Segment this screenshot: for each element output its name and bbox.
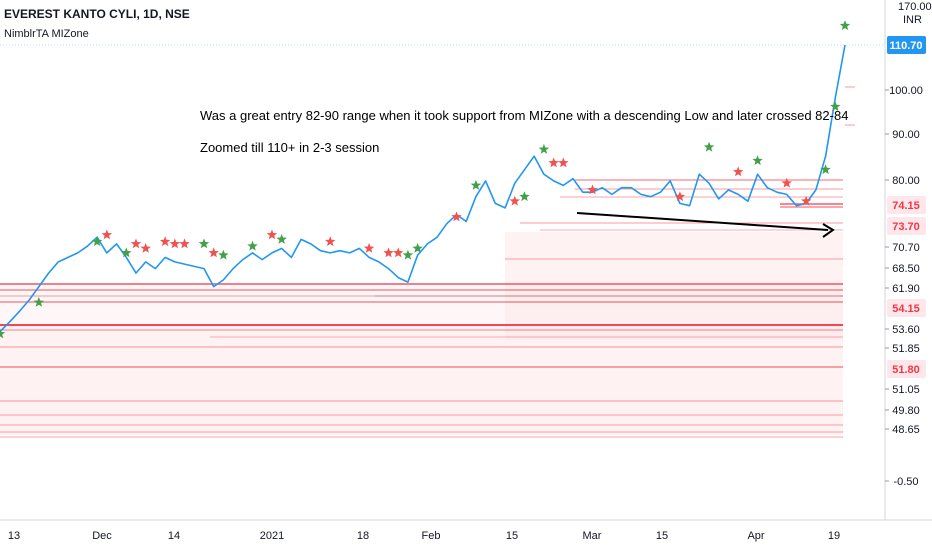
buy-signal-star [247,240,258,251]
sell-signal-star [732,166,744,177]
buy-signal-star [412,242,423,253]
y-tick-label: 73.70 [892,221,920,233]
currency-label: INR [903,14,922,26]
price-label-bg [887,36,926,54]
sell-signal-star [179,238,190,249]
sell-signal-star [363,242,375,253]
price-series-line [0,44,846,333]
annotation-line-2: Zoomed till 110+ in 2-3 session [200,140,379,155]
indicator-label: NimblrTA MIZone [4,28,89,40]
y-tick-label: 51.80 [892,364,920,376]
buy-signal-star [519,191,530,202]
buy-signal-star [830,101,841,112]
buy-signal-star [839,20,851,31]
price-label-bg [887,360,926,378]
sell-signal-star [509,195,520,206]
sell-signal-star [548,157,559,168]
y-tick-label: 54.15 [892,303,920,315]
buy-signal-star [703,141,715,152]
sell-signal-star [781,177,792,188]
x-tick-label: 15 [506,530,518,542]
price-label-bg [887,217,926,235]
buy-signal-star [198,238,210,249]
mizone-lines [0,86,855,438]
buy-signal-star [0,328,6,339]
price-label-bg [887,196,926,214]
sell-signal-star [130,238,142,249]
buy-signal-star [402,249,414,260]
sell-signal-star [325,236,336,247]
y-tick-label: 90.00 [892,129,920,141]
sell-signal-star [800,195,812,206]
buy-signal-star [752,155,763,166]
buy-signal-star [91,236,103,247]
x-tick-label: Dec [92,530,112,542]
x-tick-label: Mar [583,530,602,542]
x-tick-label: Apr [747,530,764,542]
x-tick-label: 19 [828,530,840,542]
buy-signal-star [33,296,45,307]
sell-signal-star [101,229,113,240]
descending-low-arrow [576,212,835,238]
sell-signal-star [208,247,219,258]
signal-layer [0,20,851,339]
annotation-line-1: Was a great entry 82-90 range when it to… [200,108,848,123]
price-label-bg [887,299,926,317]
x-tick-label: 2021 [260,530,284,542]
mizone-fill-upper [505,232,843,340]
y-tick-label: 51.05 [892,384,920,396]
x-tick-label: 18 [357,530,369,542]
axis-label-top: 170.00 [898,1,932,13]
y-tick-label: 80.00 [892,175,920,187]
y-tick-label: 110.70 [889,40,922,52]
sell-signal-star [140,242,151,253]
y-tick-label: 49.80 [892,405,920,417]
sell-signal-star [587,184,598,195]
y-tick-label: 68.50 [892,263,920,275]
y-tick-label: 53.60 [892,324,920,336]
buy-signal-star [470,179,482,190]
y-tick-label: -0.50 [893,476,918,488]
buy-signal-star [218,249,229,260]
x-tick-label: 13 [8,530,20,542]
x-tick-label: Feb [422,530,441,542]
symbol-title: EVEREST KANTO CYLI, 1D, NSE [4,7,190,21]
mizone-fill-mid [0,285,843,327]
buy-signal-star [820,164,831,175]
x-tick-label: 14 [168,530,180,542]
sell-signal-star [558,157,569,168]
y-tick-label: 51.85 [892,343,920,355]
price-axis[interactable]: 110.70 100.00 90.00 80.00 74.15 73.70 70.70 68.… [885,36,926,488]
buy-signal-star [276,233,287,244]
sell-signal-star [451,211,462,222]
y-tick-label: 100.00 [889,85,923,97]
y-tick-label: 61.90 [892,283,920,295]
mizone-fill-lower [0,325,843,435]
time-axis[interactable]: 13 Dec 14 2021 18 Feb 15 Mar 15 Apr 19 [8,530,840,542]
sell-signal-star [169,238,181,249]
y-tick-label: 74.15 [892,200,920,212]
x-tick-label: 15 [656,530,668,542]
buy-signal-star [121,247,132,258]
sell-signal-star [393,247,404,258]
y-tick-label: 70.70 [892,242,920,254]
sell-signal-star [383,247,394,258]
y-tick-label: 48.65 [892,424,920,436]
sell-signal-star [674,191,686,202]
sell-signal-star [266,229,278,240]
sell-signal-star [159,236,171,247]
mizone-layer [0,232,843,435]
buy-signal-star [538,143,550,154]
